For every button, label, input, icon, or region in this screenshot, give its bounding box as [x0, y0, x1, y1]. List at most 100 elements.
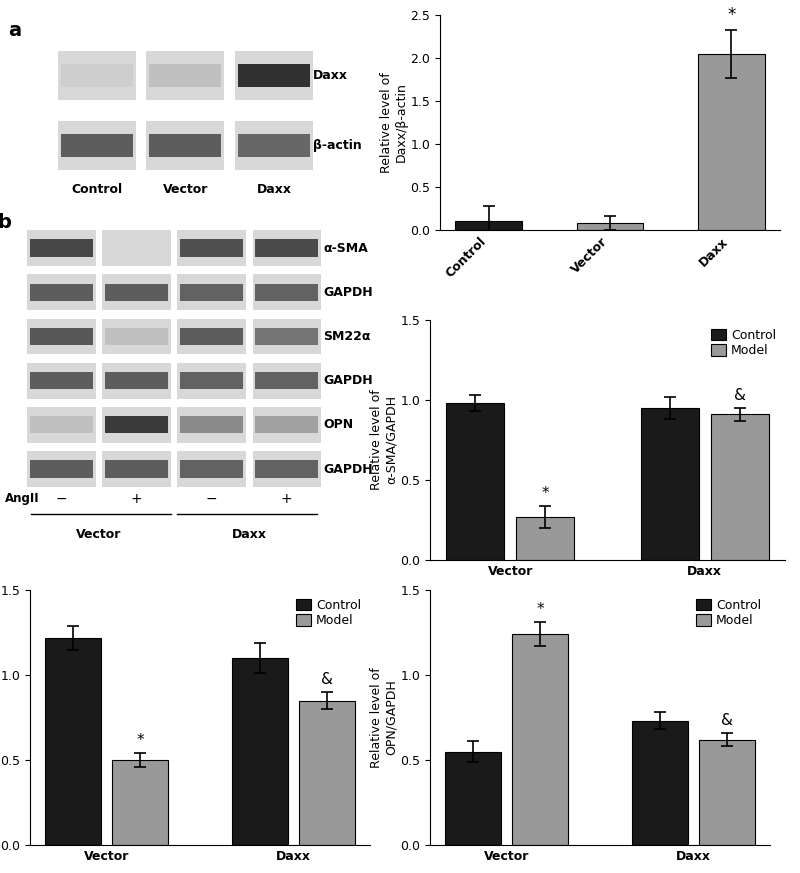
Bar — [513, 634, 568, 845]
Bar — [30, 372, 93, 389]
Text: *: * — [542, 485, 549, 501]
Bar — [180, 416, 243, 433]
Bar — [102, 451, 170, 487]
Bar — [146, 121, 225, 170]
Bar — [61, 134, 133, 157]
Bar — [113, 760, 168, 845]
Bar — [255, 372, 318, 389]
Text: *: * — [537, 602, 544, 617]
Bar — [180, 460, 243, 478]
Bar — [146, 51, 225, 100]
Text: &: & — [734, 388, 746, 403]
Bar — [253, 407, 321, 443]
Bar — [235, 121, 314, 170]
Bar — [298, 700, 354, 845]
Bar — [255, 460, 318, 478]
Text: &: & — [321, 672, 333, 687]
Bar — [255, 416, 318, 433]
Text: β-actin: β-actin — [314, 139, 362, 152]
Text: *: * — [137, 733, 144, 748]
Text: Vector: Vector — [76, 527, 122, 540]
Bar — [641, 408, 699, 560]
Bar — [27, 407, 96, 443]
Bar — [698, 54, 765, 230]
Text: &: & — [721, 712, 733, 728]
Bar — [253, 274, 321, 310]
Text: *: * — [727, 6, 735, 24]
Text: GAPDH: GAPDH — [323, 463, 373, 476]
Text: SM22α: SM22α — [323, 330, 370, 343]
Bar — [178, 363, 246, 398]
Bar — [27, 319, 96, 354]
Bar — [102, 274, 170, 310]
Bar — [446, 403, 505, 560]
Bar — [446, 752, 502, 845]
Bar — [253, 319, 321, 354]
Bar — [577, 223, 643, 230]
Bar — [516, 517, 574, 560]
Bar — [105, 460, 168, 478]
Bar — [178, 319, 246, 354]
Text: b: b — [0, 213, 11, 232]
Text: −: − — [56, 492, 67, 506]
Bar — [27, 274, 96, 310]
Bar — [253, 230, 321, 266]
Text: Vector: Vector — [162, 183, 208, 196]
Bar — [235, 51, 314, 100]
Bar — [710, 415, 769, 560]
Legend: Control, Model: Control, Model — [294, 596, 364, 629]
Text: +: + — [281, 492, 293, 506]
Bar — [255, 284, 318, 301]
Bar — [30, 239, 93, 257]
Bar — [27, 230, 96, 266]
Bar — [178, 274, 246, 310]
Text: AngII: AngII — [5, 492, 40, 505]
Text: −: − — [206, 492, 218, 506]
Text: GAPDH: GAPDH — [323, 285, 373, 299]
Bar — [255, 239, 318, 257]
Text: GAPDH: GAPDH — [323, 375, 373, 387]
Bar — [58, 121, 136, 170]
Bar — [102, 407, 170, 443]
Y-axis label: Relative level of
α-SMA/GAPDH: Relative level of α-SMA/GAPDH — [370, 389, 398, 491]
Bar — [30, 416, 93, 433]
Y-axis label: Relative level of
OPN/GAPDH: Relative level of OPN/GAPDH — [370, 667, 398, 768]
Text: Daxx: Daxx — [257, 183, 292, 196]
Text: Daxx: Daxx — [232, 527, 266, 540]
Bar — [102, 319, 170, 354]
Bar — [30, 460, 93, 478]
Bar — [253, 451, 321, 487]
Y-axis label: Relative level of
Daxx/β-actin: Relative level of Daxx/β-actin — [379, 72, 407, 173]
Bar — [27, 451, 96, 487]
Bar — [105, 239, 168, 257]
Bar — [105, 372, 168, 389]
Bar — [255, 328, 318, 345]
Bar — [632, 721, 687, 845]
Bar — [180, 284, 243, 301]
Text: a: a — [8, 21, 21, 40]
Bar — [27, 363, 96, 398]
Bar — [238, 134, 310, 157]
Text: α-SMA: α-SMA — [323, 242, 368, 255]
Bar — [30, 284, 93, 301]
Legend: Control, Model: Control, Model — [709, 327, 778, 360]
Bar — [105, 416, 168, 433]
Bar — [58, 51, 136, 100]
Bar — [178, 230, 246, 266]
Bar — [178, 451, 246, 487]
Bar — [102, 363, 170, 398]
Text: Control: Control — [71, 183, 122, 196]
Bar — [46, 637, 102, 845]
Bar — [180, 239, 243, 257]
Bar — [61, 64, 133, 87]
Bar — [238, 64, 310, 87]
Bar — [105, 328, 168, 345]
Bar — [150, 64, 222, 87]
Text: OPN: OPN — [323, 418, 354, 431]
Bar — [102, 230, 170, 266]
Bar — [30, 328, 93, 345]
Bar — [105, 284, 168, 301]
Bar — [232, 658, 287, 845]
Text: Daxx: Daxx — [314, 69, 348, 82]
Legend: Control, Model: Control, Model — [694, 596, 764, 629]
